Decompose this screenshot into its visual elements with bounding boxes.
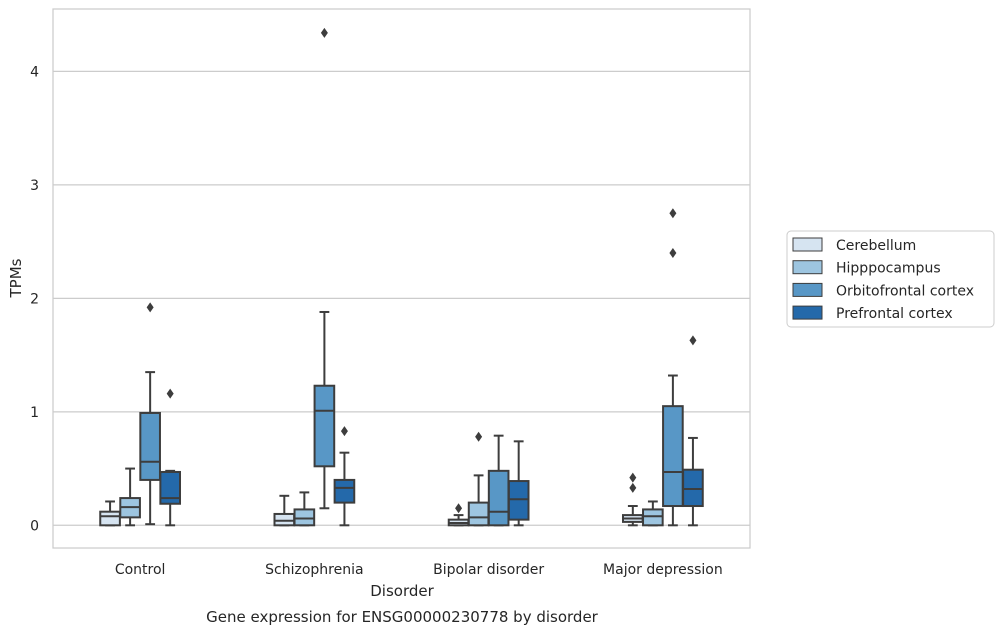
box-body	[313, 384, 336, 468]
box-1-3	[333, 426, 356, 527]
plot-boxes	[99, 27, 704, 527]
box-0-2	[139, 302, 161, 526]
outlier-point	[669, 247, 677, 258]
y-tick-label-0: 0	[30, 518, 39, 534]
outlier-point	[340, 426, 348, 437]
x-axis-ticks: Control Schizophrenia Bipolar disorder Majo…	[115, 562, 723, 578]
x-axis-label: Disorder	[370, 582, 434, 600]
outlier-point	[689, 335, 697, 346]
box-body	[662, 405, 684, 508]
outlier-point	[455, 503, 463, 514]
box-1-2	[313, 27, 336, 510]
y-tick-label-1: 1	[30, 405, 39, 421]
y-tick-label-3: 3	[30, 178, 39, 194]
outlier-point	[146, 302, 154, 313]
chart-caption: Gene expression for ENSG00000230778 by d…	[206, 608, 599, 626]
box-3-0	[621, 472, 644, 527]
outlier-point	[629, 472, 637, 483]
box-2-1	[467, 431, 490, 527]
legend-swatch	[792, 260, 823, 275]
legend-label: Cerebellum	[836, 238, 916, 254]
box-body	[159, 470, 182, 505]
x-tick-label: Major depression	[603, 562, 723, 578]
box-body	[333, 478, 356, 504]
outlier-point	[475, 431, 483, 442]
box-1-0	[273, 494, 296, 527]
legend-frame	[786, 230, 995, 328]
y-axis-label: TPMs	[7, 258, 25, 298]
y-tick-label-2: 2	[30, 291, 39, 307]
box-0-1	[119, 467, 141, 527]
x-tick-label: Schizophrenia	[265, 562, 363, 578]
x-tick-label: Bipolar disorder	[433, 562, 544, 578]
box-body	[487, 469, 510, 527]
outlier-point	[629, 482, 637, 493]
box-2-0	[447, 503, 470, 527]
box-body	[139, 411, 161, 481]
box-2-2	[487, 434, 510, 527]
legend-swatch	[792, 282, 823, 297]
box-0-3	[159, 388, 182, 527]
box-3-3	[682, 335, 704, 527]
box-1-1	[293, 491, 316, 527]
legend-label: Hipppocampus	[836, 261, 941, 277]
box-body	[467, 501, 490, 527]
y-axis-ticks: 0 1 2 3 4	[30, 64, 39, 534]
legend: Cerebellum Hipppocampus Orbitofrontal cort…	[786, 230, 995, 328]
plot-area-frame	[52, 8, 751, 549]
box-body	[507, 480, 530, 521]
box-2-3	[507, 440, 530, 527]
box-body	[642, 508, 664, 527]
legend-label: Prefrontal cortex	[836, 306, 953, 322]
outlier-point	[669, 208, 677, 219]
x-tick-label: Control	[115, 562, 166, 578]
box-body	[293, 508, 316, 527]
box-3-1	[642, 500, 664, 527]
legend-label: Orbitofrontal cortex	[836, 283, 974, 299]
box-body	[273, 512, 296, 527]
legend-swatch	[792, 305, 823, 320]
box-body	[682, 468, 704, 508]
outlier-point	[320, 27, 328, 38]
box-3-2	[662, 208, 684, 527]
outlier-point	[166, 388, 174, 399]
legend-swatch	[792, 237, 823, 252]
box-body	[99, 510, 121, 527]
box-0-0	[99, 500, 121, 527]
y-tick-label-4: 4	[30, 64, 39, 80]
